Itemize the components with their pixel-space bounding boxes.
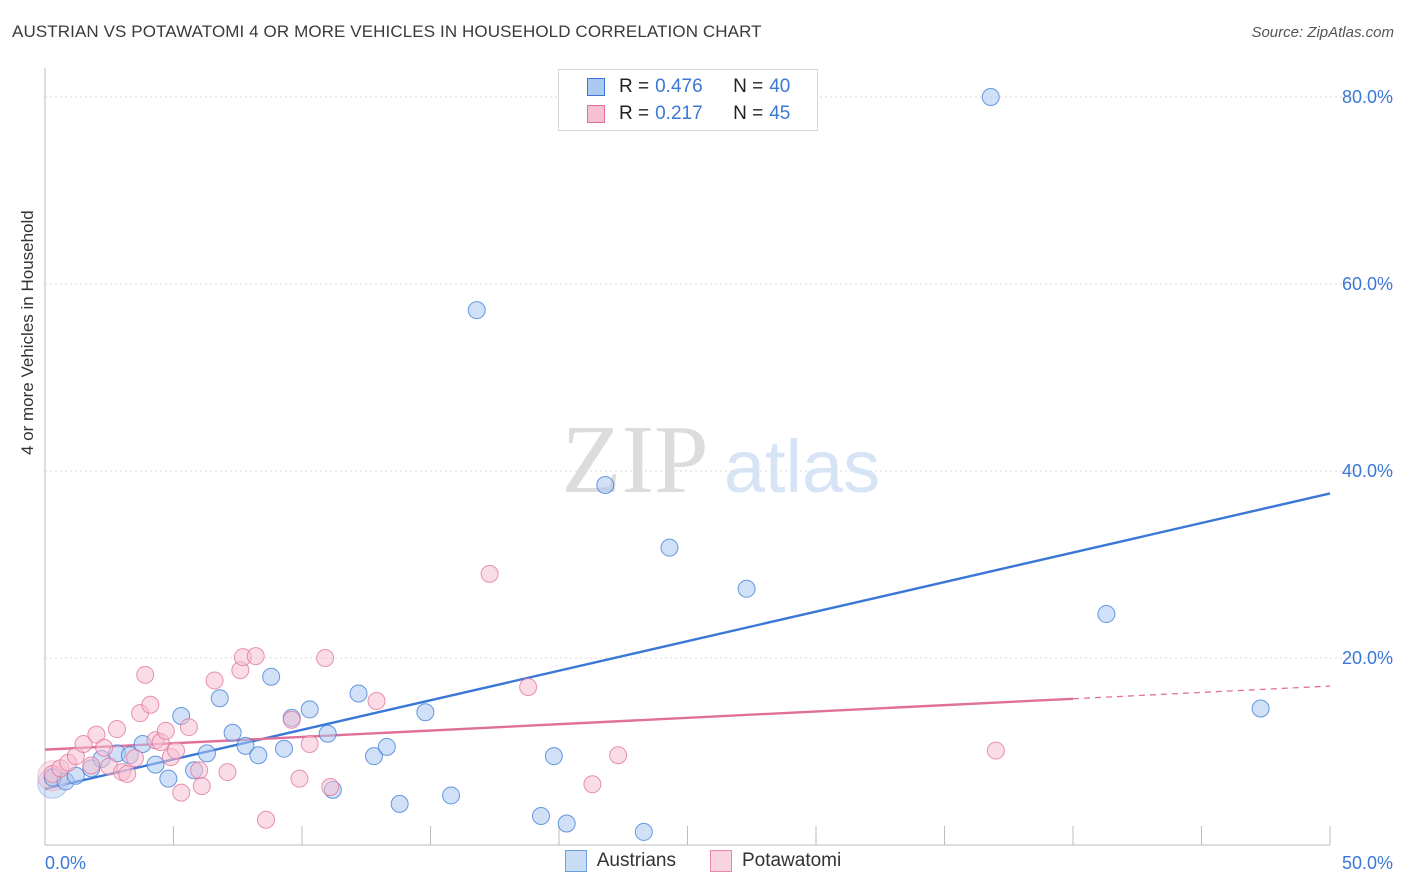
austrians-swatch (587, 78, 605, 96)
y-tick-label: 60.0% (1342, 274, 1393, 294)
watermark: ZIP atlas (562, 406, 881, 514)
watermark-zip: ZIP (562, 406, 709, 514)
potawatomi-point (82, 756, 101, 775)
austrians-point (1097, 605, 1116, 624)
potawatomi-point (205, 671, 224, 690)
potawatomi-point (609, 746, 628, 765)
potawatomi-point (179, 718, 198, 737)
potawatomi-legend-swatch (709, 850, 732, 872)
austrians-point (300, 700, 319, 719)
potawatomi-swatch (587, 105, 605, 123)
x-tick-label: 0.0% (45, 853, 86, 873)
potawatomi-point (167, 741, 186, 760)
austrians-point (390, 794, 409, 813)
points-layer (37, 88, 1270, 841)
potawatomi-point (300, 735, 319, 754)
r-label: R = (619, 76, 650, 97)
y-axis-label: 4 or more Vehicles in Household (18, 210, 37, 455)
austrians-r-value: 0.476 (655, 76, 703, 97)
austrians-point (159, 769, 178, 788)
austrians-n-value: 40 (769, 76, 791, 97)
trend-layer (44, 492, 1331, 791)
potawatomi-point (192, 777, 211, 796)
legend-item-austrians[interactable]: Austrians (564, 850, 676, 872)
austrians-point (416, 703, 435, 722)
y-tick-label: 20.0% (1342, 648, 1393, 668)
austrians-point (197, 744, 216, 763)
x-tick-label: 50.0% (1342, 853, 1393, 873)
watermark-atlas: atlas (724, 425, 880, 508)
potawatomi-point (480, 564, 499, 583)
austrians-point (981, 88, 1000, 106)
legend-item-potawatomi[interactable]: Potawatomi (709, 850, 842, 872)
austrians-point (532, 807, 551, 826)
potawatomi-point (282, 710, 301, 729)
potawatomi-point (583, 775, 602, 794)
austrians-point (364, 747, 383, 766)
potawatomi-point (290, 769, 309, 788)
potawatomi-point (107, 720, 126, 739)
potawatomi-point (74, 735, 93, 754)
series-legend: Austrians Potawatomi (0, 850, 1406, 872)
austrians-point (210, 689, 229, 708)
potawatomi-point (141, 695, 160, 714)
potawatomi-point (321, 778, 340, 797)
austrians-point (557, 814, 576, 833)
austrians-point (223, 723, 242, 742)
austrians-point (349, 684, 368, 703)
austrians-point (1251, 699, 1270, 718)
tick-label-layer: 20.0% 40.0% 60.0% 80.0% 0.0% 50.0% (45, 87, 1393, 873)
austrians-point (634, 822, 653, 841)
axis-layer (44, 68, 1331, 846)
grid-layer (45, 96, 1393, 659)
chart-title: AUSTRIAN VS POTAWATOMI 4 OR MORE VEHICLE… (12, 22, 762, 41)
y-tick-label: 40.0% (1342, 461, 1393, 481)
legend-row-austrians: R = 0.476 N = 40 (587, 75, 790, 99)
austrians-point (596, 476, 615, 495)
potawatomi-point (986, 741, 1005, 760)
potawatomi-point (367, 692, 386, 711)
austrians-point (262, 667, 281, 686)
r-label: R = (619, 103, 650, 124)
potawatomi-trend-line-extension (1072, 685, 1331, 700)
potawatomi-point (190, 761, 209, 780)
potawatomi-point (136, 665, 155, 684)
austrians-point (275, 739, 294, 758)
potawatomi-r-value: 0.217 (655, 103, 703, 124)
n-label: N = (733, 103, 764, 124)
y-tick-label: 80.0% (1342, 87, 1393, 107)
austrians-point (236, 736, 255, 755)
austrians-point (318, 724, 337, 743)
potawatomi-point (95, 738, 114, 757)
potawatomi-point (218, 763, 237, 782)
austrians-point (544, 747, 563, 766)
potawatomi-legend-label: Potawatomi (741, 850, 842, 871)
austrians-point (467, 301, 486, 320)
austrians-point (660, 538, 679, 557)
potawatomi-n-value: 45 (769, 103, 791, 124)
n-label: N = (733, 76, 764, 97)
potawatomi-point (156, 721, 175, 740)
source-label: Source: ZipAtlas.com (1251, 24, 1394, 41)
austrians-point (249, 746, 268, 765)
potawatomi-trend-line (44, 697, 1074, 751)
legend-row-potawatomi: R = 0.217 N = 45 (587, 102, 790, 126)
austrians-point (146, 755, 165, 774)
potawatomi-point (118, 764, 137, 783)
austrians-point (737, 579, 756, 598)
potawatomi-point (519, 677, 538, 696)
austrians-legend-swatch (564, 850, 587, 872)
potawatomi-point (316, 649, 335, 667)
potawatomi-point (257, 810, 276, 829)
correlation-legend: R = 0.476 N = 40 R = 0.217 N = 45 (558, 69, 818, 131)
potawatomi-point (172, 783, 191, 802)
austrians-point (377, 737, 396, 756)
austrians-legend-label: Austrians (596, 850, 676, 871)
potawatomi-point (125, 749, 144, 768)
austrians-point (442, 786, 461, 805)
potawatomi-point (246, 647, 265, 666)
